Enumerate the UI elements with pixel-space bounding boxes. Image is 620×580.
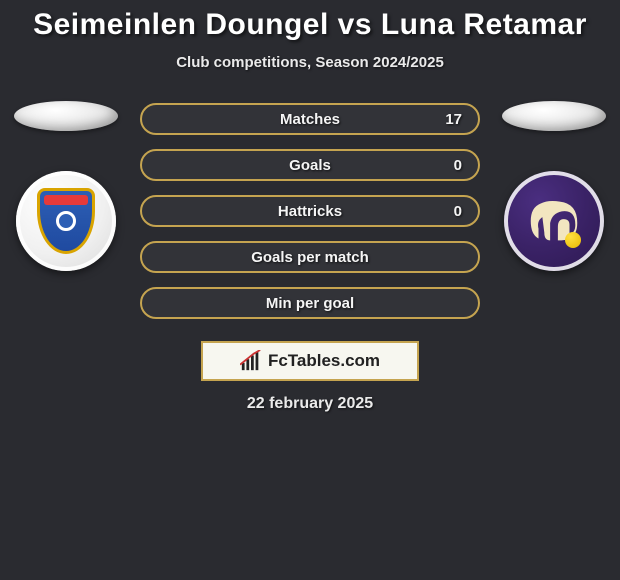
brand-logo[interactable]: FcTables.com bbox=[201, 341, 419, 381]
team-right-column bbox=[498, 99, 610, 271]
stat-label: Matches bbox=[142, 111, 478, 128]
team-left-column bbox=[10, 99, 122, 271]
stat-label: Hattricks bbox=[142, 203, 478, 220]
date-label: 22 february 2025 bbox=[0, 395, 620, 413]
page-title: Seimeinlen Doungel vs Luna Retamar bbox=[0, 8, 620, 42]
flag-left-oval bbox=[14, 101, 118, 131]
brand-label: FcTables.com bbox=[268, 351, 380, 371]
bar-chart-icon bbox=[240, 350, 262, 372]
stat-value: 17 bbox=[445, 111, 462, 128]
gear-icon bbox=[56, 211, 76, 231]
ball-icon bbox=[565, 232, 581, 248]
comparison-card: Seimeinlen Doungel vs Luna Retamar Club … bbox=[0, 0, 620, 413]
stat-label: Goals per match bbox=[142, 249, 478, 266]
main-row: Matches 17 Goals 0 Hattricks 0 Goals per… bbox=[0, 99, 620, 319]
shield-icon bbox=[37, 188, 95, 254]
stat-row-hattricks: Hattricks 0 bbox=[140, 195, 480, 227]
stat-row-mpg: Min per goal bbox=[140, 287, 480, 319]
flag-right-oval bbox=[502, 101, 606, 131]
stat-label: Goals bbox=[142, 157, 478, 174]
elephant-icon bbox=[523, 190, 585, 252]
subtitle: Club competitions, Season 2024/2025 bbox=[0, 54, 620, 71]
stat-row-gpm: Goals per match bbox=[140, 241, 480, 273]
stats-column: Matches 17 Goals 0 Hattricks 0 Goals per… bbox=[140, 99, 480, 319]
stat-value: 0 bbox=[454, 203, 462, 220]
stat-row-goals: Goals 0 bbox=[140, 149, 480, 181]
stat-label: Min per goal bbox=[142, 295, 478, 312]
stat-row-matches: Matches 17 bbox=[140, 103, 480, 135]
team-left-crest bbox=[16, 171, 116, 271]
team-right-crest bbox=[504, 171, 604, 271]
stat-value: 0 bbox=[454, 157, 462, 174]
